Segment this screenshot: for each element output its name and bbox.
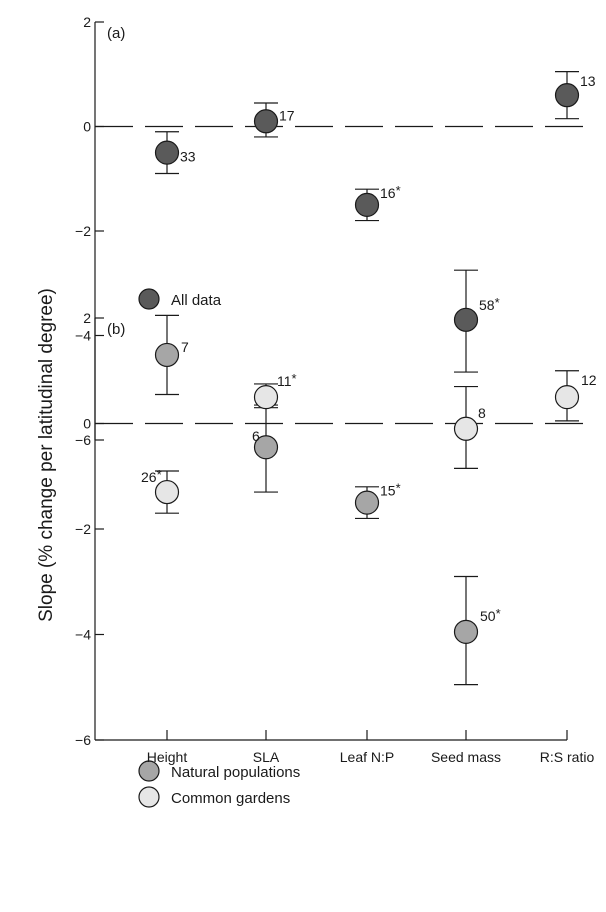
- data-point: 58*: [453, 269, 500, 373]
- point-marker: [253, 109, 279, 134]
- data-point: 50*: [453, 575, 501, 686]
- point-marker: [154, 479, 180, 505]
- y-tick-label: 2: [83, 14, 91, 30]
- sample-size-label: 7: [181, 339, 189, 355]
- y-tick-label: 2: [83, 310, 91, 326]
- point-marker: [453, 307, 479, 332]
- sample-size-label: 13: [580, 73, 596, 89]
- x-category-label: R:S ratio: [540, 749, 595, 765]
- legend-item: Natural populations: [138, 760, 300, 782]
- significance-star: *: [157, 467, 162, 482]
- data-point: 11*: [253, 371, 297, 410]
- data-point: 7: [154, 314, 189, 396]
- data-point: 6: [252, 404, 279, 493]
- y-tick-label: −6: [75, 432, 91, 448]
- point-marker: [154, 342, 180, 368]
- sample-size-label: 11*: [277, 371, 297, 389]
- sample-size-label: 26*: [141, 467, 162, 485]
- data-point: 12: [554, 370, 597, 422]
- sample-size-label: 12: [581, 372, 597, 388]
- panel-a: 2 0 −2 −4 −6 (a) 33 17 16* 58* 13 All data: [75, 14, 596, 448]
- x-category-label: Leaf N:P: [340, 749, 394, 765]
- legend-item: All data: [138, 288, 222, 310]
- chart-root: 2 0 −2 −4 −6 (a) 33 17 16* 58* 13 All data 2 0 −2 −4 −6 (…: [75, 14, 597, 808]
- significance-star: *: [292, 371, 297, 386]
- legend-marker: [138, 288, 160, 310]
- legend-marker: [138, 786, 160, 808]
- y-tick-label: −2: [75, 223, 91, 239]
- sample-size-label: 17: [279, 107, 295, 123]
- data-point: 16*: [354, 183, 401, 222]
- x-category-label: Seed mass: [431, 749, 501, 765]
- point-marker: [154, 140, 180, 165]
- sample-size-label: 16*: [380, 183, 401, 201]
- legend-label: Natural populations: [171, 764, 300, 781]
- point-marker: [554, 83, 580, 108]
- significance-star: *: [396, 183, 401, 198]
- data-point: 26*: [141, 467, 180, 514]
- data-point: 8: [453, 385, 486, 469]
- legend-marker: [138, 760, 160, 782]
- y-tick-label: 0: [83, 119, 91, 135]
- y-tick-label: −6: [75, 732, 91, 748]
- panel-label: (a): [107, 25, 125, 42]
- significance-star: *: [495, 295, 500, 310]
- sample-size-label: 33: [180, 149, 196, 165]
- sample-size-label: 15*: [380, 481, 401, 499]
- y-tick-label: 0: [83, 416, 91, 432]
- sample-size-label: 6: [252, 428, 260, 444]
- point-marker: [354, 490, 380, 515]
- panel-label: (b): [107, 321, 125, 338]
- data-point: 33: [154, 131, 196, 175]
- panel-b: 2 0 −2 −4 −6 (b) 7 6 15* 50* 26* 11* 8 12 Natural popu…: [75, 310, 597, 808]
- point-marker: [453, 619, 479, 644]
- y-tick-label: −2: [75, 521, 91, 537]
- sample-size-label: 50*: [480, 606, 501, 624]
- point-marker: [253, 435, 279, 460]
- sample-size-label: 58*: [479, 295, 500, 313]
- y-axis-label: Slope (% change per latitudinal degree): [36, 288, 57, 622]
- significance-star: *: [396, 481, 401, 496]
- x-category-label: SLA: [253, 749, 280, 765]
- point-marker: [453, 416, 479, 441]
- data-point: 17: [253, 102, 295, 138]
- data-point: 13: [554, 71, 596, 120]
- point-marker: [253, 385, 279, 410]
- y-tick-label: −4: [75, 627, 91, 643]
- x-category-label: Height: [147, 749, 188, 765]
- y-tick-label: −4: [75, 328, 91, 344]
- sample-size-label: 8: [478, 405, 486, 421]
- significance-star: *: [496, 606, 501, 621]
- point-marker: [354, 192, 380, 217]
- legend-label: Common gardens: [171, 790, 290, 807]
- legend-label: All data: [171, 292, 222, 309]
- legend-item: Common gardens: [138, 786, 290, 808]
- data-point: 15*: [354, 481, 401, 520]
- point-marker: [554, 385, 580, 410]
